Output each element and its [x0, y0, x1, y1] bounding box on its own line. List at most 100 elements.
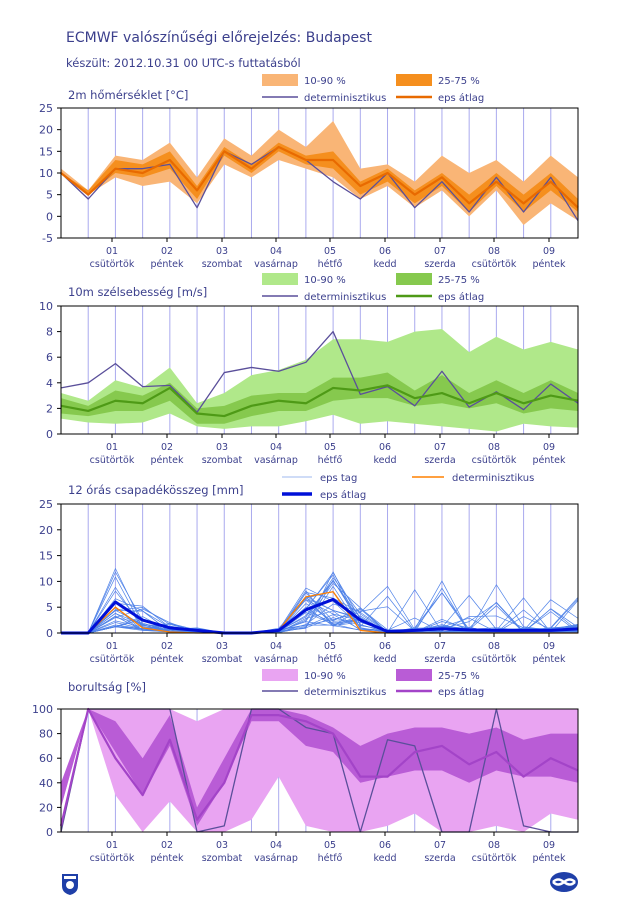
legend-25-75-label: 25-75 % [438, 671, 480, 682]
y-tick-label: 80 [39, 728, 53, 741]
plot-frame [60, 708, 579, 833]
legend-mean-label: eps átlag [438, 291, 484, 303]
x-day-label: szerda [424, 455, 455, 466]
y-tick-label: 20 [39, 801, 53, 814]
chart-title: borultság [%] [68, 680, 146, 694]
x-day-label: péntek [533, 259, 566, 270]
legend-swatch-25-75 [396, 273, 432, 285]
x-day-label: kedd [373, 259, 396, 270]
ensemble-member-line [61, 574, 579, 634]
x-day-label: kedd [373, 455, 396, 466]
x-day-label: csütörtök [472, 259, 517, 270]
chart-title: 12 órás csapadékösszeg [mm] [68, 483, 244, 497]
x-tick-label: 05 [324, 442, 336, 453]
x-tick-label: 06 [379, 840, 391, 851]
x-tick-label: 06 [379, 442, 391, 453]
x-tick-label: 01 [106, 641, 118, 652]
page-subtitle: készült: 2012.10.31 00 UTC-s futtatásból [66, 56, 301, 70]
y-tick-label: 10 [39, 300, 53, 313]
x-day-label: hétfő [318, 853, 343, 864]
chart-title: 2m hőmérséklet [°C] [68, 88, 188, 102]
x-day-label: csütörtök [472, 853, 517, 864]
x-tick-label: 01 [106, 246, 118, 257]
chart-panel-3 [57, 476, 579, 637]
ecmwf-logo [550, 872, 578, 892]
legend-mean-label: eps átlag [438, 686, 484, 698]
legend-25-75-label: 25-75 % [438, 275, 480, 286]
legend-swatch-25-75 [396, 74, 432, 86]
determ-line [60, 146, 579, 222]
x-tick-label: 05 [324, 641, 336, 652]
legend-determ-label: determinisztikus [304, 292, 386, 303]
y-tick-label: 10 [39, 575, 53, 588]
legend-swatch-10-90 [262, 669, 298, 681]
x-tick-label: 07 [434, 442, 446, 453]
y-tick-label: 0 [46, 210, 53, 223]
legend-10-90-label: 10-90 % [304, 671, 346, 682]
y-tick-label: 0 [46, 627, 53, 640]
y-tick-label: 0 [46, 826, 53, 839]
x-day-label: csütörtök [90, 654, 135, 665]
legend-25-75-label: 25-75 % [438, 76, 480, 87]
y-tick-label: 5 [46, 601, 53, 614]
x-tick-label: 01 [106, 840, 118, 851]
y-tick-label: 15 [39, 145, 53, 158]
y-tick-label: 0 [46, 428, 53, 441]
x-tick-label: 05 [324, 840, 336, 851]
legend-mean-label: eps átlag [320, 489, 366, 501]
x-day-label: péntek [151, 259, 184, 270]
x-day-label: szombat [202, 455, 243, 466]
y-tick-label: 8 [46, 326, 53, 339]
x-tick-label: 06 [379, 246, 391, 257]
x-day-label: szerda [424, 259, 455, 270]
x-tick-label: 08 [488, 442, 500, 453]
x-tick-label: 03 [216, 840, 228, 851]
x-day-label: csütörtök [90, 455, 135, 466]
x-day-label: vasárnap [254, 259, 298, 270]
x-day-label: vasárnap [254, 455, 298, 466]
x-tick-label: 01 [106, 442, 118, 453]
y-tick-label: 40 [39, 777, 53, 790]
y-tick-label: 4 [46, 377, 53, 390]
x-day-label: vasárnap [254, 853, 298, 864]
x-tick-label: 08 [488, 246, 500, 257]
legend-determ-label: determinisztikus [304, 687, 386, 698]
page-title: ECMWF valószínűségi előrejelzés: Budapes… [66, 30, 372, 46]
x-day-label: kedd [373, 654, 396, 665]
legend-mean-label: eps átlag [438, 92, 484, 104]
x-tick-label: 09 [543, 641, 555, 652]
ensemble-member-line [61, 597, 579, 634]
x-tick-label: 03 [216, 246, 228, 257]
legend-swatch-25-75 [396, 669, 432, 681]
x-day-label: csütörtök [472, 654, 517, 665]
mean-line [60, 384, 579, 418]
x-day-label: szombat [202, 853, 243, 864]
x-day-label: péntek [533, 654, 566, 665]
y-tick-label: 25 [39, 498, 53, 511]
x-day-label: csütörtök [90, 259, 135, 270]
x-tick-label: 07 [434, 246, 446, 257]
band-10-90 [61, 329, 578, 432]
ensemble-member-line [61, 580, 579, 634]
x-tick-label: 04 [270, 641, 282, 652]
legend-swatch-10-90 [262, 74, 298, 86]
x-day-label: csütörtök [472, 455, 517, 466]
legend-member-label: eps tag [320, 473, 357, 484]
y-tick-label: 10 [39, 167, 53, 180]
plot-frame [60, 107, 579, 239]
x-day-label: hétfő [318, 654, 343, 665]
x-day-label: hétfő [318, 259, 343, 270]
y-tick-label: -5 [42, 232, 53, 245]
x-day-label: kedd [373, 853, 396, 864]
x-tick-label: 02 [161, 246, 173, 257]
x-tick-label: 08 [488, 641, 500, 652]
y-tick-label: 2 [46, 402, 53, 415]
legend-10-90-label: 10-90 % [304, 76, 346, 87]
chart-panel-1 [57, 74, 579, 242]
legend-10-90-label: 10-90 % [304, 275, 346, 286]
x-tick-label: 06 [379, 641, 391, 652]
chart-title: 10m szélsebesség [m/s] [68, 285, 207, 299]
x-tick-label: 08 [488, 840, 500, 851]
x-day-label: péntek [151, 455, 184, 466]
x-day-label: szombat [202, 654, 243, 665]
